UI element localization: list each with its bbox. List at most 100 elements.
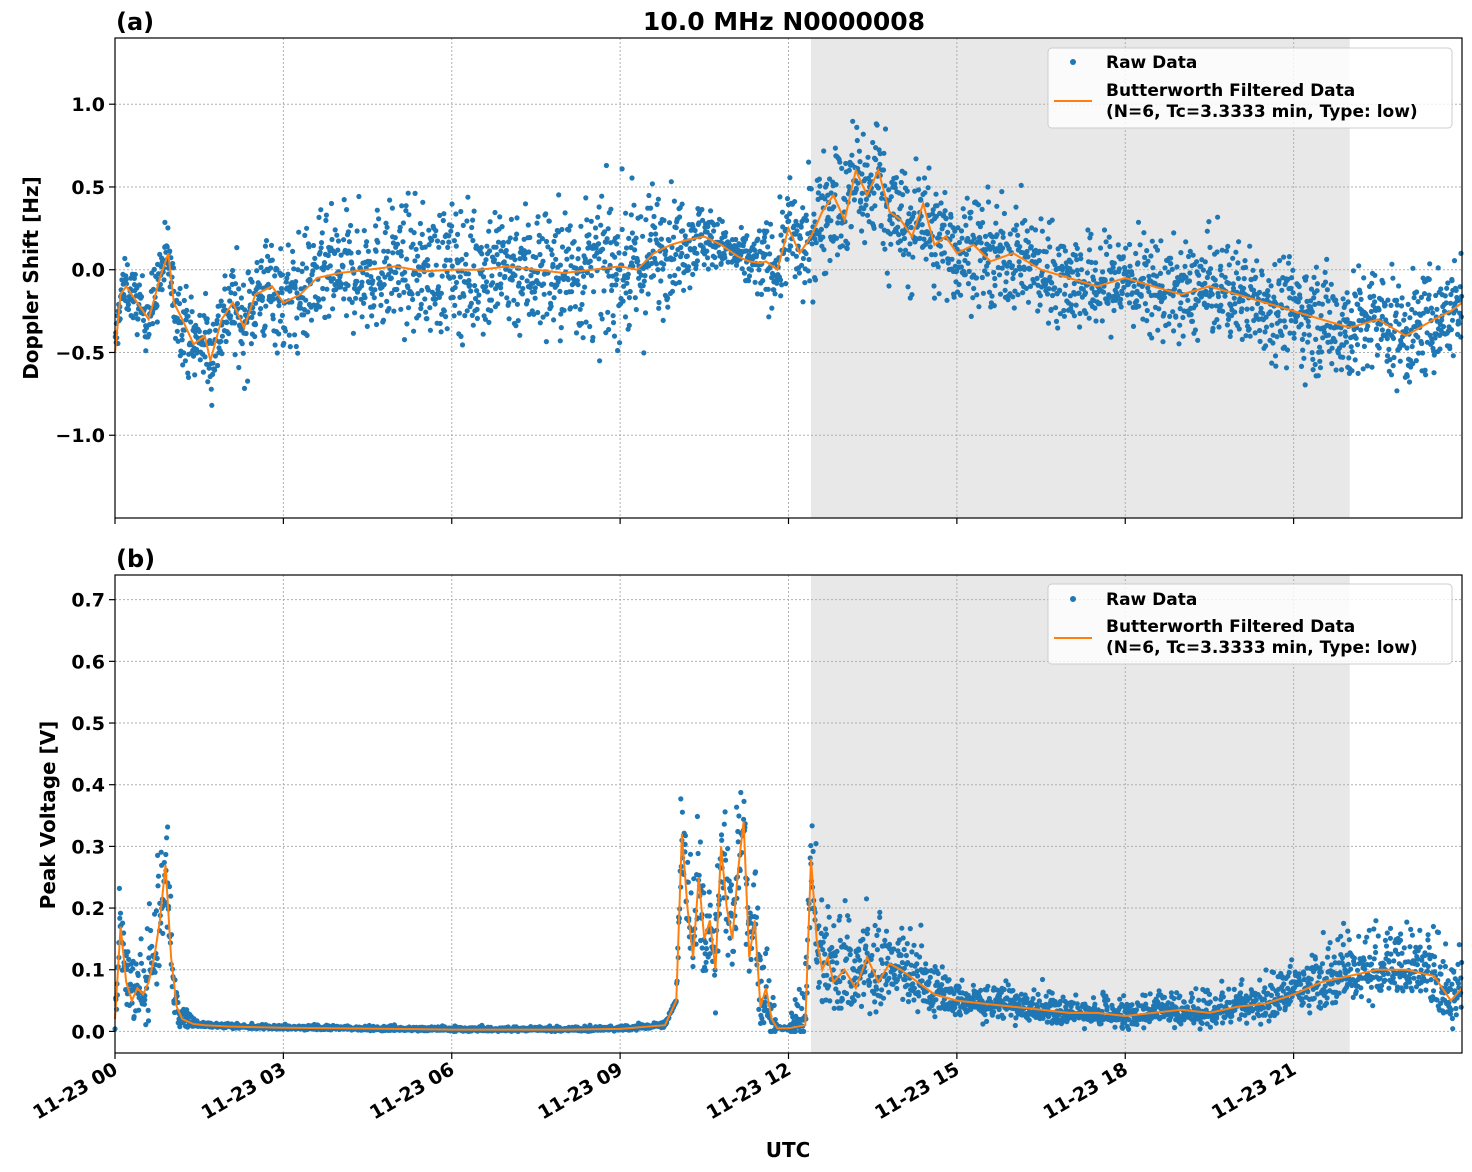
raw-data-point <box>541 291 547 297</box>
raw-data-point <box>1196 272 1202 278</box>
raw-data-point <box>123 276 129 282</box>
raw-data-point <box>533 254 539 261</box>
raw-data-point <box>1137 242 1143 248</box>
raw-data-point <box>278 286 284 292</box>
raw-data-point <box>1302 382 1308 388</box>
raw-data-point <box>962 272 968 278</box>
raw-data-point <box>1376 345 1382 351</box>
raw-data-point <box>798 224 804 230</box>
raw-data-point <box>1107 243 1113 250</box>
raw-data-point <box>1012 288 1018 294</box>
raw-data-point <box>464 218 470 224</box>
raw-data-point <box>197 312 203 318</box>
raw-data-point <box>751 241 757 247</box>
raw-data-point <box>910 254 916 260</box>
raw-data-point <box>904 188 910 194</box>
raw-data-point <box>835 220 841 226</box>
raw-data-point <box>223 338 229 345</box>
raw-data-point <box>1155 327 1161 333</box>
raw-data-point <box>980 220 986 226</box>
raw-data-point <box>135 316 141 322</box>
raw-data-point <box>1224 322 1230 328</box>
raw-data-point <box>687 851 694 857</box>
raw-data-point <box>249 314 255 320</box>
raw-data-point <box>605 309 611 315</box>
raw-data-point <box>1044 291 1051 297</box>
raw-data-point <box>619 166 625 172</box>
raw-data-point <box>359 314 365 320</box>
raw-data-point <box>301 312 307 318</box>
raw-data-point <box>958 264 965 270</box>
raw-data-point <box>258 306 264 312</box>
raw-data-point <box>398 306 404 312</box>
raw-data-point <box>685 859 691 865</box>
raw-data-point <box>176 301 183 307</box>
raw-data-point <box>557 262 564 268</box>
raw-data-point <box>632 240 638 246</box>
raw-data-point <box>767 251 773 257</box>
raw-data-point <box>298 286 304 292</box>
raw-data-point <box>240 350 246 356</box>
raw-data-point <box>405 284 411 291</box>
raw-data-point <box>1118 304 1124 310</box>
raw-data-point <box>968 209 974 215</box>
raw-data-point <box>606 273 612 279</box>
raw-data-point <box>639 288 645 294</box>
raw-data-point <box>249 279 255 285</box>
raw-data-point <box>532 295 538 301</box>
raw-data-point <box>645 291 651 297</box>
raw-data-point <box>1002 287 1008 293</box>
raw-data-point <box>268 242 275 248</box>
raw-data-point <box>933 213 940 219</box>
raw-data-point <box>1357 290 1363 296</box>
raw-data-point <box>1154 247 1161 253</box>
raw-data-point <box>756 228 763 234</box>
raw-data-point <box>228 290 234 296</box>
raw-data-point <box>923 256 929 262</box>
raw-data-point <box>356 193 362 200</box>
raw-data-point <box>1206 270 1212 276</box>
raw-data-point <box>411 230 417 236</box>
raw-data-point <box>1328 281 1334 287</box>
raw-data-point <box>979 274 985 281</box>
raw-data-point <box>1145 258 1151 264</box>
raw-data-point <box>810 848 816 855</box>
raw-data-point <box>1020 290 1026 296</box>
raw-data-point <box>417 240 423 246</box>
raw-data-point <box>703 940 709 946</box>
raw-data-point <box>931 295 938 301</box>
raw-data-point <box>416 312 422 318</box>
raw-data-point <box>1176 341 1182 347</box>
raw-data-point <box>705 266 711 272</box>
raw-data-point <box>638 214 644 220</box>
raw-data-point <box>682 262 688 268</box>
raw-data-point <box>156 963 162 969</box>
raw-data-point <box>236 364 242 371</box>
raw-data-point <box>1180 314 1186 321</box>
raw-data-point <box>1437 346 1443 352</box>
raw-data-point <box>481 274 487 280</box>
raw-data-point <box>699 206 705 213</box>
raw-data-point <box>827 998 833 1004</box>
raw-data-point <box>666 237 672 244</box>
raw-data-point <box>826 914 832 920</box>
raw-data-point <box>435 284 442 290</box>
raw-data-point <box>1162 265 1168 271</box>
raw-data-point <box>418 305 424 312</box>
raw-data-point <box>1393 310 1399 316</box>
raw-data-point <box>651 213 657 220</box>
raw-data-point <box>1140 275 1147 281</box>
raw-data-point <box>995 264 1001 271</box>
raw-data-point <box>226 331 232 337</box>
raw-data-point <box>1343 333 1349 339</box>
raw-data-point <box>494 252 500 258</box>
raw-data-point <box>440 217 446 224</box>
raw-data-point <box>573 265 579 271</box>
raw-data-point <box>1003 279 1009 285</box>
raw-data-point <box>1180 333 1186 339</box>
raw-data-point <box>462 313 468 319</box>
raw-data-point <box>403 203 409 209</box>
raw-data-point <box>170 265 177 271</box>
raw-data-point <box>831 1005 837 1011</box>
raw-data-point <box>858 197 864 203</box>
